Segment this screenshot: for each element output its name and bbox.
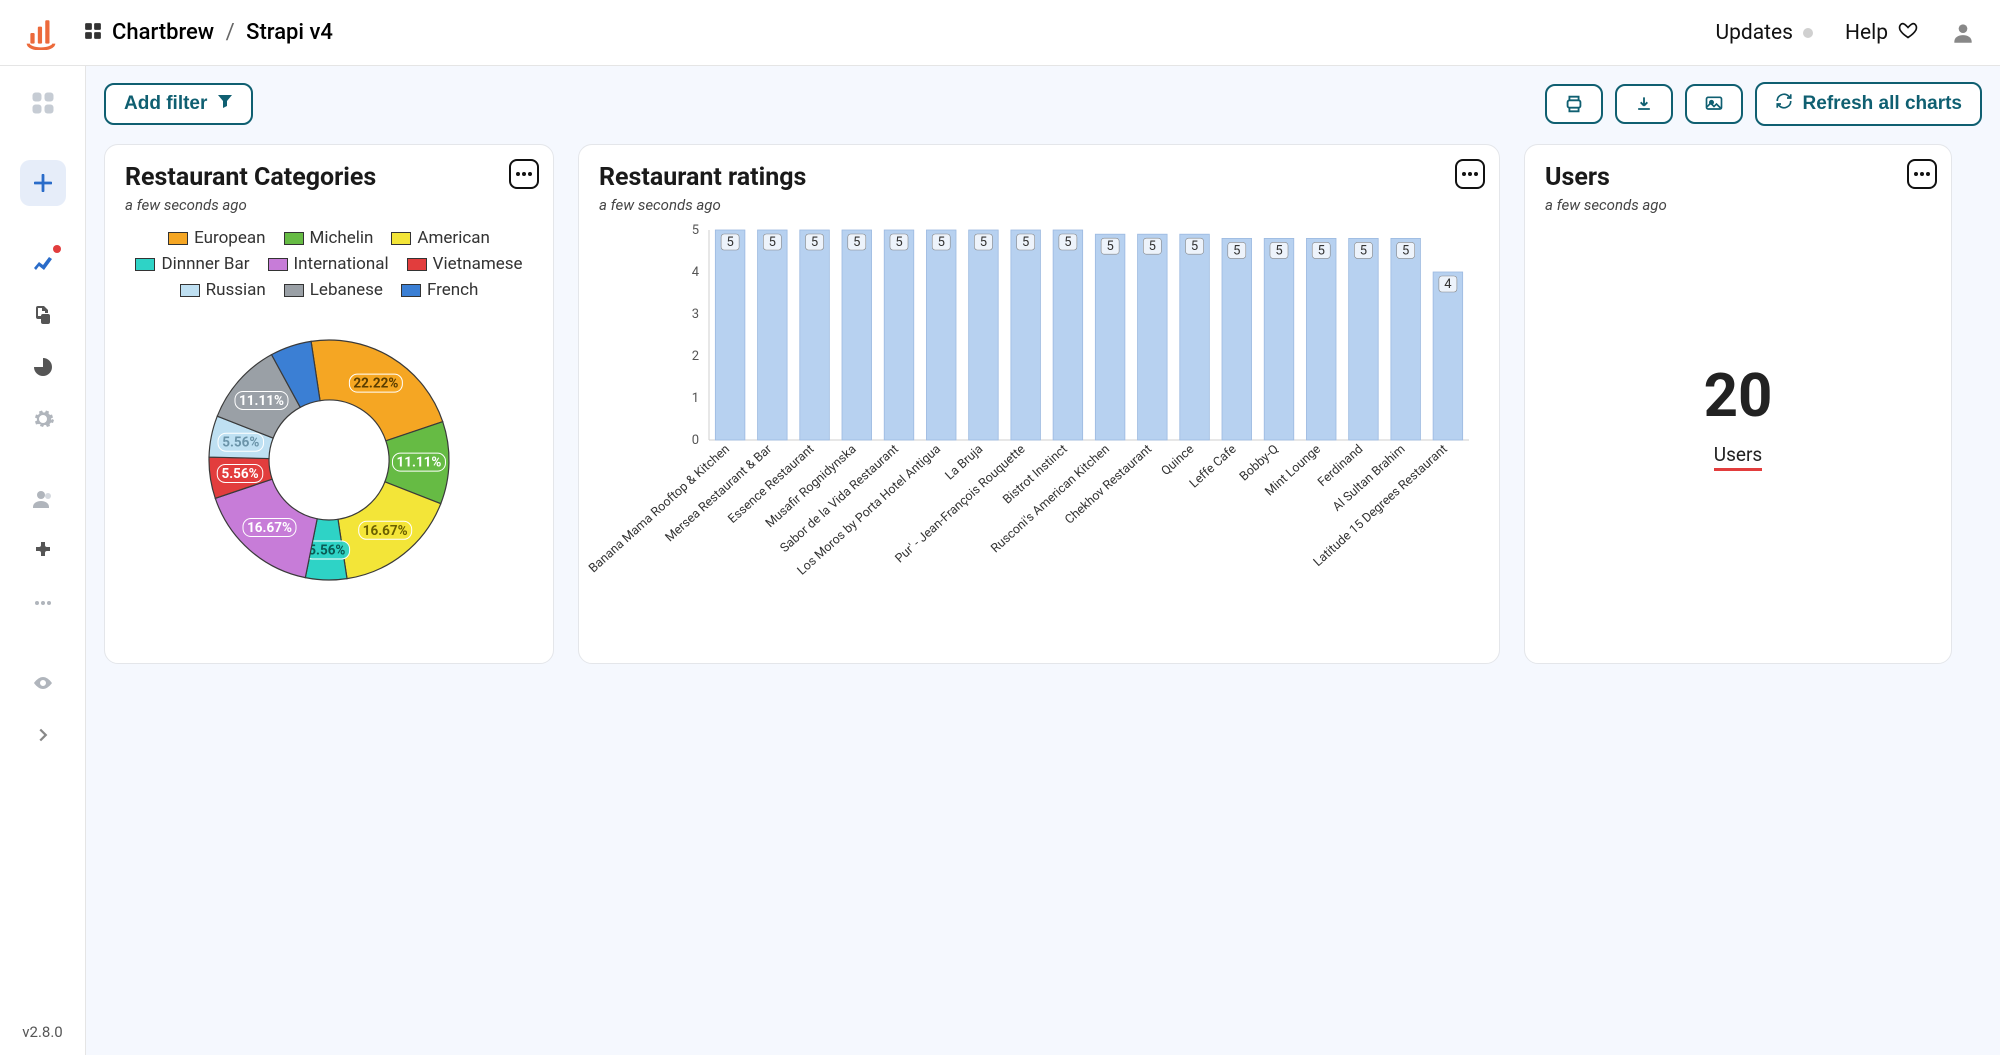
filter-icon	[217, 93, 233, 115]
svg-text:1: 1	[692, 391, 699, 406]
updates-label: Updates	[1715, 21, 1793, 45]
filter-toolbar: Add filter Refresh all charts	[104, 82, 1982, 126]
legend-item[interactable]: European	[168, 228, 265, 248]
card-title: Restaurant ratings	[599, 163, 1479, 192]
svg-text:0: 0	[692, 433, 699, 448]
card-restaurant-categories: Restaurant Categories a few seconds ago …	[104, 144, 554, 664]
legend-item[interactable]: Dinnner Bar	[135, 254, 249, 274]
help-label: Help	[1845, 21, 1888, 45]
sidebar: v2.8.0	[0, 66, 86, 1055]
sidebar-item-settings[interactable]	[20, 396, 66, 442]
card-menu-button[interactable]	[509, 159, 539, 189]
svg-text:2: 2	[692, 349, 699, 364]
legend-item[interactable]: Vietnamese	[407, 254, 523, 274]
heart-icon	[1898, 20, 1918, 46]
main-content: Add filter Refresh all charts	[86, 66, 2000, 1055]
legend-item[interactable]: Russian	[180, 280, 266, 300]
svg-text:5: 5	[1275, 243, 1282, 258]
add-filter-button[interactable]: Add filter	[104, 83, 253, 125]
svg-text:5: 5	[853, 235, 860, 250]
svg-text:11.11%: 11.11%	[239, 393, 284, 409]
sidebar-item-add[interactable]	[20, 160, 66, 206]
card-menu-button[interactable]	[1455, 159, 1485, 189]
svg-text:11.11%: 11.11%	[397, 455, 442, 471]
print-button[interactable]	[1545, 84, 1603, 124]
add-filter-label: Add filter	[124, 93, 207, 115]
svg-text:5.56%: 5.56%	[308, 542, 345, 558]
refresh-charts-button[interactable]: Refresh all charts	[1755, 82, 1982, 126]
version-label: v2.8.0	[0, 1023, 85, 1041]
sidebar-item-charts[interactable]	[20, 240, 66, 286]
sidebar-item-integrations[interactable]	[20, 528, 66, 574]
svg-text:5: 5	[1106, 239, 1113, 254]
breadcrumb-sep: /	[226, 20, 235, 45]
sidebar-item-visibility[interactable]	[20, 660, 66, 706]
breadcrumb[interactable]: Chartbrew / Strapi v4	[112, 20, 333, 45]
breadcrumb-root[interactable]: Chartbrew	[112, 20, 214, 45]
svg-text:5: 5	[811, 235, 818, 250]
sidebar-item-collapse[interactable]	[20, 712, 66, 758]
svg-text:5: 5	[980, 235, 987, 250]
legend-item[interactable]: French	[401, 280, 478, 300]
svg-text:16.67%: 16.67%	[247, 520, 292, 536]
legend-item[interactable]: Lebanese	[284, 280, 383, 300]
svg-text:5: 5	[1402, 243, 1409, 258]
download-button[interactable]	[1615, 84, 1673, 124]
updates-link[interactable]: Updates	[1715, 21, 1813, 45]
refresh-label: Refresh all charts	[1803, 93, 1962, 115]
kpi-value: 20	[1704, 360, 1773, 431]
svg-text:5: 5	[1233, 243, 1240, 258]
card-timestamp: a few seconds ago	[599, 196, 1479, 214]
sidebar-item-reports[interactable]	[20, 344, 66, 390]
svg-text:22.22%: 22.22%	[353, 376, 398, 392]
card-timestamp: a few seconds ago	[125, 196, 533, 214]
svg-text:5: 5	[1360, 243, 1367, 258]
svg-text:3: 3	[692, 307, 699, 322]
topbar: Chartbrew / Strapi v4 Updates Help	[0, 0, 2000, 66]
card-title: Restaurant Categories	[125, 163, 533, 192]
svg-text:5: 5	[1318, 243, 1325, 258]
svg-text:5: 5	[769, 235, 776, 250]
legend-item[interactable]: Michelin	[284, 228, 374, 248]
refresh-icon	[1775, 92, 1793, 116]
svg-text:5.56%: 5.56%	[222, 435, 259, 451]
status-dot-icon	[1803, 28, 1813, 38]
bar-chart: 0123455Banana Mama Rooftop & Kitchen5Mer…	[599, 220, 1479, 650]
image-export-button[interactable]	[1685, 84, 1743, 124]
svg-text:4: 4	[692, 265, 700, 280]
sidebar-item-more[interactable]	[20, 580, 66, 626]
card-menu-button[interactable]	[1907, 159, 1937, 189]
svg-text:Al Sultan Brahim: Al Sultan Brahim	[1330, 442, 1408, 515]
svg-text:Leffe Cafe: Leffe Cafe	[1187, 442, 1240, 492]
breadcrumb-leaf[interactable]: Strapi v4	[246, 20, 333, 45]
svg-text:4: 4	[1444, 277, 1452, 292]
svg-text:5: 5	[1022, 235, 1029, 250]
svg-text:5: 5	[1149, 239, 1156, 254]
svg-text:5: 5	[895, 235, 902, 250]
doughnut-chart: 22.22% 11.11% 16.67% 5.56% 16.67% 5.56% 5.56% 1…	[125, 310, 533, 610]
legend-item[interactable]: American	[391, 228, 489, 248]
svg-text:5: 5	[1064, 235, 1071, 250]
svg-text:Quince: Quince	[1159, 442, 1198, 479]
chart-legend: European Michelin American Dinnner Bar Inter…	[125, 228, 533, 300]
user-avatar-icon[interactable]	[1950, 20, 1976, 46]
sidebar-item-connections[interactable]	[20, 292, 66, 338]
svg-text:5: 5	[1191, 239, 1198, 254]
chartbrew-logo-icon	[24, 16, 58, 50]
svg-text:5: 5	[726, 235, 733, 250]
svg-text:5.56%: 5.56%	[221, 466, 258, 482]
brand-block: Chartbrew / Strapi v4	[24, 16, 333, 50]
sidebar-item-dashboards[interactable]	[20, 80, 66, 126]
card-users: Users a few seconds ago 20 Users	[1524, 144, 1952, 664]
grid-icon[interactable]	[84, 22, 102, 44]
svg-text:16.67%: 16.67%	[363, 523, 408, 539]
card-restaurant-ratings: Restaurant ratings a few seconds ago 0 1 2…	[578, 144, 1500, 664]
help-link[interactable]: Help	[1845, 20, 1918, 46]
legend-item[interactable]: International	[268, 254, 389, 274]
sidebar-item-members[interactable]	[20, 476, 66, 522]
svg-text:5: 5	[938, 235, 945, 250]
kpi-label: Users	[1714, 443, 1762, 471]
svg-text:5: 5	[692, 223, 699, 238]
